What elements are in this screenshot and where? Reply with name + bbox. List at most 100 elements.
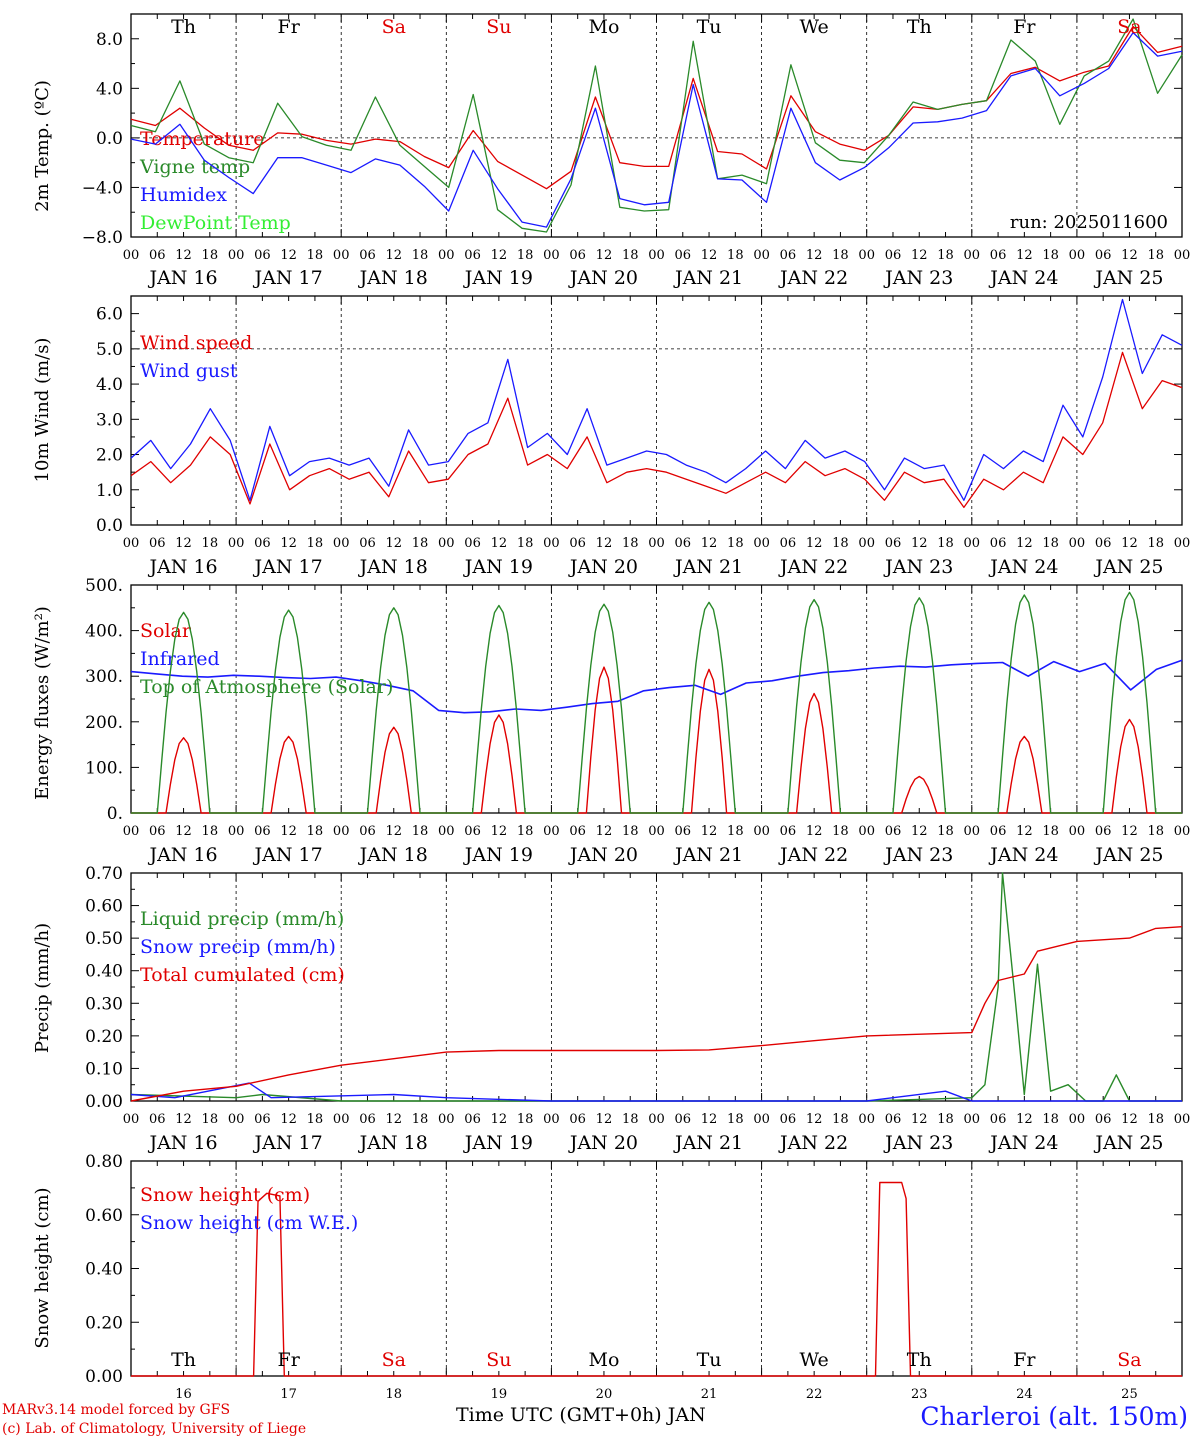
hour-tick-label: 18: [202, 1112, 219, 1127]
hour-tick-label: 18: [1147, 248, 1164, 263]
weekday-label-top: Sa: [1117, 16, 1141, 38]
legend-entry: Snow height (cm W.E.): [140, 1212, 358, 1234]
date-label: JAN 23: [883, 1132, 953, 1154]
hour-tick-label: 00: [1069, 536, 1086, 551]
hour-tick-label: 18: [307, 248, 324, 263]
hour-tick-label: 18: [412, 824, 429, 839]
date-label: JAN 24: [988, 267, 1058, 289]
hour-tick-label: 12: [1121, 248, 1138, 263]
hour-tick-label: 12: [1016, 536, 1033, 551]
hour-tick-label: 12: [385, 536, 402, 551]
weekday-label-top: Su: [486, 16, 511, 38]
day-number-label: 16: [175, 1387, 192, 1402]
hour-tick-label: 18: [832, 824, 849, 839]
day-number-label: 24: [1016, 1387, 1033, 1402]
hour-tick-label: 12: [701, 248, 718, 263]
hour-tick-label: 00: [1069, 824, 1086, 839]
hour-tick-label: 18: [1147, 536, 1164, 551]
series-temperature-line: [130, 25, 1183, 190]
hour-tick-label: 00: [543, 824, 560, 839]
hour-tick-label: 06: [149, 536, 166, 551]
hour-tick-label: 18: [1042, 536, 1059, 551]
date-label: JAN 19: [463, 844, 533, 866]
day-number-label: 17: [280, 1387, 297, 1402]
hour-tick-label: 18: [622, 1112, 639, 1127]
x-axis-title: Time UTC (GMT+0h) JAN: [456, 1404, 706, 1426]
y-tick-label: 2.0: [96, 446, 123, 466]
hour-tick-label: 18: [202, 536, 219, 551]
y-tick-label: 300.: [85, 667, 123, 687]
hour-tick-label: 00: [1174, 536, 1191, 551]
hour-tick-label: 18: [1147, 824, 1164, 839]
date-label: JAN 16: [147, 844, 217, 866]
hour-tick-label: 06: [464, 536, 481, 551]
weekday-label-bottom: Mo: [588, 1349, 619, 1371]
hour-tick-label: 06: [359, 248, 376, 263]
hour-tick-label: 06: [569, 536, 586, 551]
hour-tick-label: 12: [701, 1112, 718, 1127]
hour-tick-label: 12: [1121, 824, 1138, 839]
series-wind-speed-line: [130, 351, 1183, 509]
hour-tick-label: 06: [990, 824, 1007, 839]
hour-tick-label: 12: [806, 824, 823, 839]
hour-tick-label: 06: [780, 824, 797, 839]
hour-tick-label: 12: [806, 248, 823, 263]
hour-tick-label: 00: [543, 248, 560, 263]
date-label: JAN 21: [673, 844, 743, 866]
y-tick-label: 0.40: [85, 1260, 123, 1280]
hour-tick-label: 12: [806, 1112, 823, 1127]
hour-tick-label: 06: [780, 248, 797, 263]
hour-tick-label: 00: [123, 824, 140, 839]
hour-tick-label: 18: [727, 248, 744, 263]
hour-tick-label: 06: [780, 1112, 797, 1127]
hour-tick-label: 12: [491, 536, 508, 551]
hour-tick-label: 06: [675, 248, 692, 263]
hour-tick-label: 00: [858, 248, 875, 263]
date-label: JAN 17: [253, 1132, 323, 1154]
weekday-label-top: We: [800, 16, 829, 38]
date-label: JAN 17: [253, 267, 323, 289]
weekday-label-bottom: Sa: [382, 1349, 406, 1371]
hour-tick-label: 00: [1174, 1112, 1191, 1127]
weekday-label-bottom: Sa: [1117, 1349, 1141, 1371]
hour-tick-label: 00: [228, 824, 245, 839]
hour-tick-label: 00: [964, 824, 981, 839]
hour-tick-label: 18: [202, 248, 219, 263]
y-tick-label: 0.40: [85, 962, 123, 982]
legend-entry: Vigne temp: [139, 156, 250, 178]
hour-tick-label: 18: [307, 1112, 324, 1127]
legend-entry: Wind speed: [140, 332, 252, 354]
legend-entry: Humidex: [140, 184, 227, 206]
hour-tick-label: 00: [648, 248, 665, 263]
hour-tick-label: 12: [911, 536, 928, 551]
hour-tick-label: 06: [254, 248, 271, 263]
hour-tick-label: 12: [175, 248, 192, 263]
weekday-label-top: Tu: [697, 16, 722, 38]
hour-tick-label: 18: [832, 248, 849, 263]
hour-tick-label: 06: [675, 824, 692, 839]
hour-tick-label: 00: [858, 536, 875, 551]
y-tick-label: −8.0: [82, 228, 123, 248]
hour-tick-label: 06: [254, 536, 271, 551]
lab-credit: (c) Lab. of Climatology, University of L…: [2, 1421, 307, 1437]
y-axis-title: Snow height (cm): [32, 1187, 53, 1348]
hour-tick-label: 00: [964, 1112, 981, 1127]
hour-tick-label: 12: [701, 536, 718, 551]
hour-tick-label: 00: [438, 824, 455, 839]
hour-tick-label: 12: [1121, 536, 1138, 551]
hour-tick-label: 12: [175, 536, 192, 551]
hour-tick-label: 12: [1016, 248, 1033, 263]
hour-tick-label: 00: [228, 248, 245, 263]
weekday-label-top: Mo: [588, 16, 619, 38]
y-tick-label: 4.0: [96, 79, 123, 99]
hour-tick-label: 06: [464, 248, 481, 263]
y-tick-label: 500.: [85, 576, 123, 596]
weekday-label-top: Fr: [1013, 16, 1036, 38]
y-tick-label: 100.: [85, 758, 123, 778]
date-label: JAN 22: [778, 267, 848, 289]
hour-tick-label: 18: [202, 824, 219, 839]
hour-tick-label: 00: [1069, 1112, 1086, 1127]
hour-tick-label: 12: [385, 824, 402, 839]
date-label: JAN 25: [1093, 556, 1163, 578]
